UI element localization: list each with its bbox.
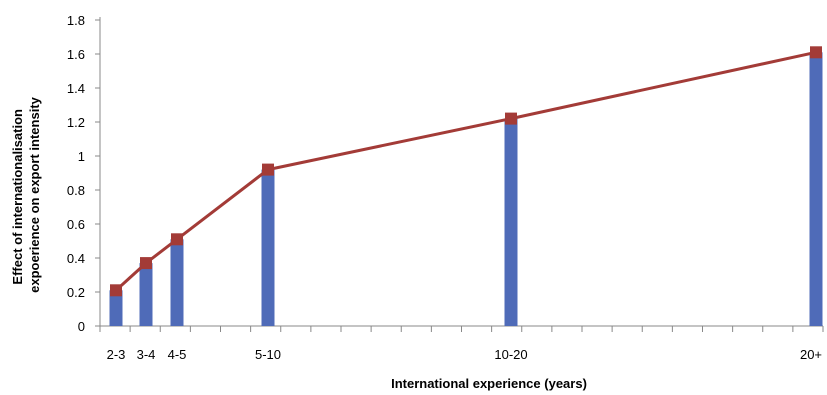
x-tick-label: 5-10 — [255, 347, 281, 362]
y-tick-label: 1 — [78, 149, 85, 164]
y-tick-label: 0 — [78, 319, 85, 334]
x-tick-label: 3-4 — [137, 347, 156, 362]
marker-4-5 — [171, 233, 183, 246]
series-line — [114, 50, 817, 292]
y-axis-title: Effect of internationalisation expoerien… — [10, 96, 42, 293]
y-tick-label: 0.8 — [67, 183, 85, 198]
y-axis-title-line-2: expoerience on export intensity — [27, 96, 42, 293]
y-axis: 0 0.2 0.4 0.6 0.8 1 1.2 1.4 1.6 1.8 — [67, 13, 101, 334]
x-axis: 2-3 3-4 4-5 5-10 10-20 20+ — [99, 325, 824, 362]
marker-10-20 — [505, 112, 517, 125]
x-tick-label: 4-5 — [168, 347, 187, 362]
x-tick-label: 20+ — [800, 347, 822, 362]
bar-series — [109, 52, 823, 327]
marker-20+ — [810, 46, 822, 59]
marker-3-4 — [140, 257, 152, 270]
bar-10-20 — [504, 118, 518, 326]
bar-4-5 — [170, 239, 184, 326]
y-tick-label: 0.4 — [67, 251, 85, 266]
x-axis-title: International experience (years) — [391, 376, 587, 391]
line-series — [110, 46, 822, 297]
marker-2-3 — [110, 284, 122, 297]
y-tick-label: 1.2 — [67, 115, 85, 130]
y-tick-label: 1.4 — [67, 81, 85, 96]
x-tick-label: 2-3 — [107, 347, 126, 362]
bar-3-4 — [139, 263, 153, 326]
marker-5-10 — [262, 163, 274, 176]
y-tick-label: 1.6 — [67, 47, 85, 62]
x-tick-label: 10-20 — [494, 347, 527, 362]
y-tick-label: 1.8 — [67, 13, 85, 28]
y-axis-title-line-1: Effect of internationalisation — [10, 109, 25, 285]
bar-2-3 — [109, 290, 123, 326]
bar-20+ — [809, 52, 823, 327]
y-tick-label: 0.2 — [67, 285, 85, 300]
bar-5-10 — [261, 169, 275, 326]
y-tick-label: 0.6 — [67, 217, 85, 232]
